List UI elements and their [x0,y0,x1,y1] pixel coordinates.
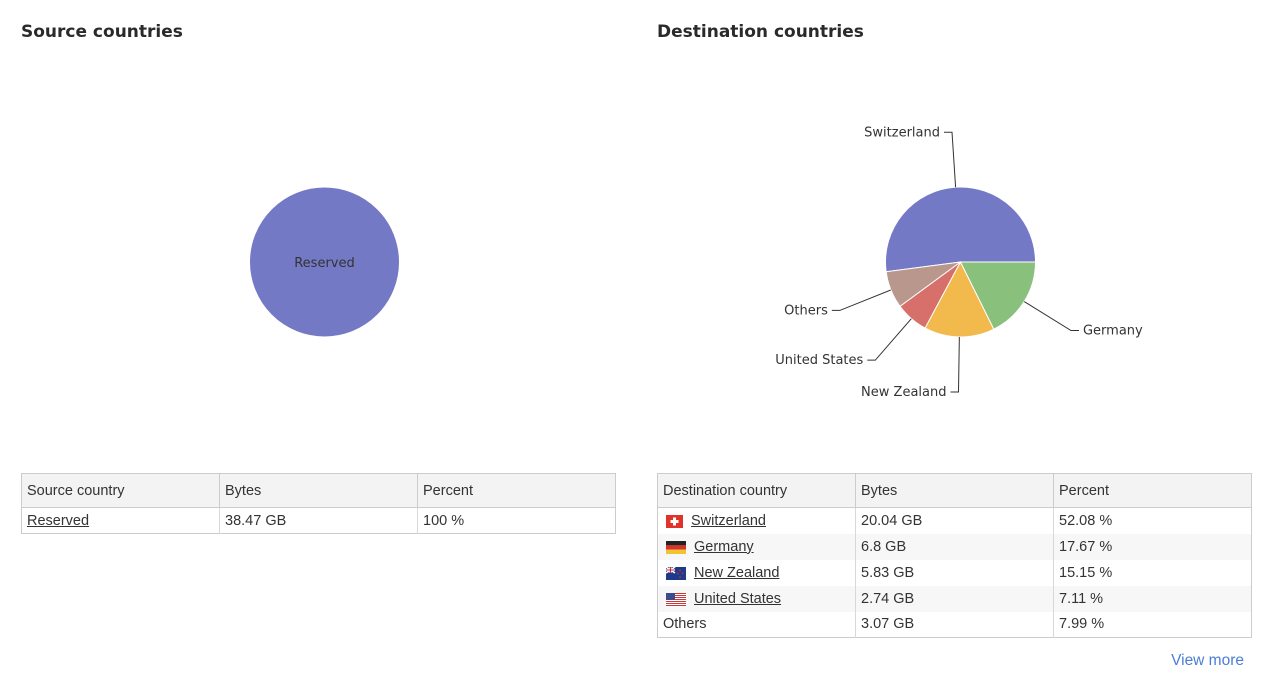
destination-countries-title: Destination countries [657,22,864,42]
switzerland-flag-icon [666,514,683,528]
view-more-link[interactable]: View more [1171,652,1244,669]
slice-label-germany: Germany [1083,324,1143,339]
destination-countries-table: Destination country Bytes Percent Switze… [657,473,1252,638]
percent-cell: 7.99 % [1059,616,1105,633]
percent-cell: 17.67 % [1053,533,1252,560]
country-cell: Others [657,611,856,638]
leader-line-others [831,289,892,311]
slice-label-new-zealand: New Zealand [861,385,946,400]
new-zealand-flag-icon [666,566,686,580]
country-link[interactable]: United States [694,590,782,607]
bytes-cell: 38.47 GB [219,507,418,534]
table-row: Switzerland 20.04 GB 52.08 % [657,507,1252,534]
country-cell: New Zealand [657,559,856,586]
bytes-cell: 3.07 GB [855,611,1054,638]
pie-slice-new-zealand[interactable] [924,260,995,338]
percent-cell: 100 % [423,512,465,529]
table-row: Germany 6.8 GB 17.67 % [657,533,1252,560]
table-header-row: Source country Bytes Percent [21,473,616,508]
slice-label-reserved: Reserved [294,256,355,271]
table-header-row: Destination country Bytes Percent [657,473,1252,508]
source-countries-pie-chart: Reserved [249,186,400,338]
country-cell: Switzerland [657,507,856,534]
column-header-percent[interactable]: Percent [1053,473,1252,508]
table-row: Reserved 38.47 GB 100 % [21,507,616,534]
column-header-bytes[interactable]: Bytes [219,473,418,508]
country-link[interactable]: Switzerland [691,512,766,529]
slice-label-switzerland: Switzerland [864,125,940,140]
leader-line-new-zealand [950,336,960,393]
pie-slice-switzerland[interactable] [885,186,1037,273]
country-link[interactable]: New Zealand [694,564,780,581]
bytes-cell: 2.74 GB [855,585,1054,612]
destination-countries-pie-chart: Switzerland Others United States New Zealan… [775,125,1143,400]
country-link[interactable]: Germany [694,538,754,555]
bytes-cell: 6.8 GB [855,533,1054,560]
source-countries-table: Source country Bytes Percent Reserved 38… [21,473,616,534]
percent-cell: 7.11 % [1053,585,1252,612]
column-header-bytes[interactable]: Bytes [855,473,1054,508]
column-header-destination-country[interactable]: Destination country [657,473,856,508]
leader-line-germany [1023,301,1079,332]
table-row: United States 2.74 GB 7.11 % [657,585,1252,612]
country-cell: Germany [657,533,856,560]
slice-label-united-states: United States [775,353,863,368]
country-cell: United States [657,585,856,612]
table-row: Others 3.07 GB 7.99 % [657,611,1252,638]
table-row: New Zealand 5.83 GB 15.15 % [657,559,1252,586]
source-countries-title: Source countries [21,22,183,42]
bytes-cell: 20.04 GB [855,507,1054,534]
leader-line-united-states [867,318,912,361]
column-header-percent[interactable]: Percent [417,473,616,508]
bytes-cell: 5.83 GB [855,559,1054,586]
country-cell: Reserved [21,507,220,534]
germany-flag-icon [666,540,686,554]
slice-label-others: Others [784,303,828,318]
pie-slice-reserved[interactable] [249,186,400,338]
united-states-flag-icon [666,592,686,606]
country-link[interactable]: Reserved [27,512,90,529]
column-header-source-country[interactable]: Source country [21,473,220,508]
percent-cell: 15.15 % [1059,564,1113,581]
pie-slice-germany[interactable] [959,261,1037,330]
percent-cell: 52.08 % [1059,512,1113,529]
leader-line-switzerland [944,131,957,188]
